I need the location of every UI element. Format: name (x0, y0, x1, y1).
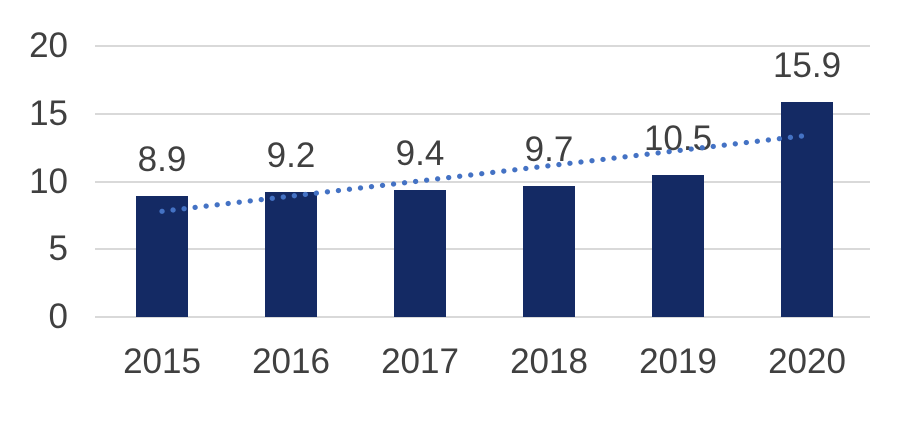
data-label-2015: 8.9 (137, 140, 187, 180)
y-axis-tick-label: 0 (48, 297, 68, 336)
bar-2019 (652, 174, 704, 317)
x-axis-label-2015: 2015 (123, 342, 201, 381)
bar-2020 (781, 101, 833, 317)
x-axis-label-2020: 2020 (768, 342, 846, 381)
gridline (95, 180, 870, 183)
bar-2016 (265, 192, 317, 317)
data-label-2018: 9.7 (524, 129, 574, 169)
bar-2015 (136, 196, 188, 317)
y-axis-tick-label: 15 (29, 93, 68, 133)
data-label-2017: 9.4 (395, 133, 445, 173)
y-axis-tick-label: 10 (29, 161, 68, 201)
data-label-2019: 10.5 (643, 118, 713, 158)
y-axis-tick-label: 5 (48, 229, 68, 269)
y-axis-tick-label: 20 (29, 26, 68, 65)
x-axis-label-2019: 2019 (639, 342, 717, 381)
bar-2017 (394, 189, 446, 317)
data-label-2016: 9.2 (266, 136, 316, 176)
gridline (95, 45, 870, 47)
gridline (95, 248, 870, 251)
x-axis-label-2017: 2017 (381, 342, 459, 381)
x-axis-baseline (95, 316, 870, 318)
gridline (95, 112, 870, 115)
data-label-2020: 15.9 (772, 45, 842, 85)
x-axis-label-2018: 2018 (510, 342, 588, 381)
x-axis-label-2016: 2016 (252, 342, 330, 381)
bar-2018 (523, 185, 575, 317)
